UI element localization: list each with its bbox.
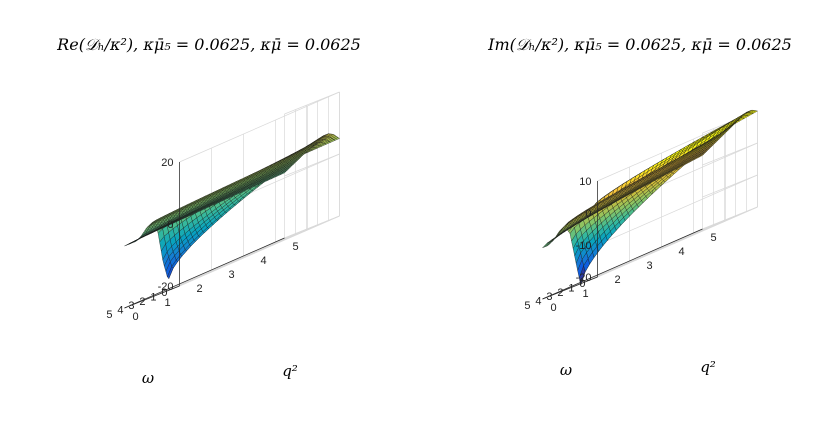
axes-background (124, 91, 340, 309)
y-tick-label: 0 (551, 302, 557, 314)
x-tick-label: 2 (557, 287, 563, 299)
y-tick-label: 5 (293, 241, 299, 253)
y-tick-label: 0 (133, 311, 139, 323)
x-tick-label: 5 (524, 300, 530, 312)
y-tick-label: 3 (229, 269, 235, 281)
axes-background (542, 110, 758, 300)
y-tick-label: 2 (197, 283, 203, 295)
surface-mesh (542, 110, 758, 286)
y-axis-label: q² (282, 362, 298, 380)
y-tick-label: 2 (615, 274, 621, 286)
axes-frame (124, 162, 285, 309)
x-tick-label: 1 (568, 282, 574, 294)
x-tick-label: 0 (579, 278, 585, 290)
y-tick-label: 1 (165, 297, 171, 309)
y-tick-label: 5 (711, 232, 717, 244)
axes-frame (542, 181, 703, 300)
chart-title: Re(𝒟ₕ/κ²), κμ̄₅ = 0.0625, κμ̄ = 0.0625 (56, 35, 361, 54)
x-tick-label: 0 (161, 287, 167, 299)
x-tick-label: 4 (117, 305, 123, 317)
x-tick-label: 4 (535, 296, 541, 308)
x-tick-label: 5 (106, 309, 112, 321)
z-tick-label: -10 (576, 240, 592, 252)
surface-mesh (124, 133, 340, 280)
z-tick-label: 20 (161, 157, 173, 169)
z-tick-label: -20 (576, 272, 592, 284)
x-tick-label: 3 (546, 291, 552, 303)
y-tick-label: 4 (261, 255, 267, 267)
z-tick-label: 0 (167, 219, 173, 231)
x-tick-label: 3 (128, 300, 134, 312)
z-tick-label: 0 (585, 208, 591, 220)
z-tick-label: 10 (579, 176, 591, 188)
x-tick-label: 1 (150, 291, 156, 303)
x-axis-label: ω (560, 361, 572, 379)
chart-title: Im(𝒟ₕ/κ²), κμ̄₅ = 0.0625, κμ̄ = 0.0625 (487, 35, 792, 54)
y-tick-label: 3 (647, 260, 653, 272)
y-tick-label: 1 (583, 288, 589, 300)
z-tick-label: -20 (158, 281, 174, 293)
x-tick-label: 2 (139, 296, 145, 308)
y-tick-label: 4 (679, 246, 685, 258)
x-axis-label: ω (142, 369, 154, 387)
y-axis-label: q² (700, 358, 716, 376)
